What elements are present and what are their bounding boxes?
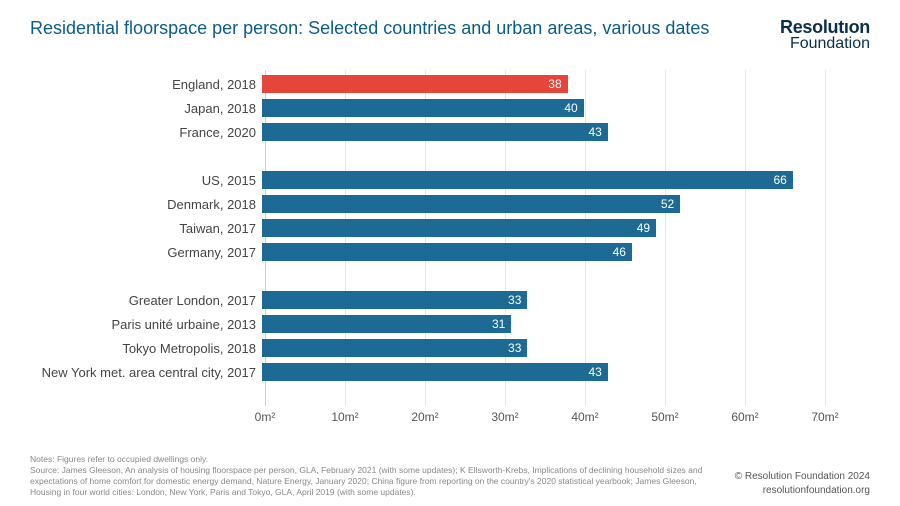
- x-tick-label: 10m²: [331, 410, 358, 424]
- bar-value: 38: [548, 77, 561, 91]
- bar-track: 43: [262, 362, 825, 382]
- bar-fill: 40: [262, 99, 584, 117]
- bar-track: 52: [262, 194, 825, 214]
- bar-label: Taiwan, 2017: [30, 221, 262, 236]
- bar-track: 33: [262, 290, 825, 310]
- copyright-text: © Resolution Foundation 2024: [735, 470, 870, 484]
- bar-track: 46: [262, 242, 825, 262]
- bar-track: 33: [262, 338, 825, 358]
- x-tick-label: 40m²: [571, 410, 598, 424]
- bar-row: Japan, 2018 40: [30, 98, 825, 118]
- bar-value: 43: [588, 365, 601, 379]
- bar-value: 43: [588, 125, 601, 139]
- footer-notes: Notes: Figures refer to occupied dwellin…: [30, 454, 715, 498]
- bars-container: England, 2018 38 Japan, 2018 40 France, 2020…: [30, 70, 825, 406]
- copyright-url: resolutionfoundation.org: [735, 484, 870, 498]
- source-text: James Gleeson, An analysis of housing fl…: [30, 465, 702, 497]
- bar-fill: 43: [262, 123, 608, 141]
- bar-label: US, 2015: [30, 173, 262, 188]
- bar-label: Paris unité urbaine, 2013: [30, 317, 262, 332]
- bar-row: Paris unité urbaine, 2013 31: [30, 314, 825, 334]
- bar-value: 33: [508, 341, 521, 355]
- bar-label: Japan, 2018: [30, 101, 262, 116]
- x-tick-label: 20m²: [411, 410, 438, 424]
- bar-fill: 33: [262, 291, 527, 309]
- bar-value: 49: [637, 221, 650, 235]
- bar-row: New York met. area central city, 2017 43: [30, 362, 825, 382]
- bar-track: 40: [262, 98, 825, 118]
- bar-label: Greater London, 2017: [30, 293, 262, 308]
- bar-track: 43: [262, 122, 825, 142]
- x-axis-labels: 0m²10m²20m²30m²40m²50m²60m²70m²: [265, 410, 825, 430]
- bar-row: Taiwan, 2017 49: [30, 218, 825, 238]
- chart-title: Residential floorspace per person: Selec…: [30, 18, 709, 39]
- logo-wordmark-bottom: Foundation: [780, 36, 870, 52]
- bar-row: England, 2018 38: [30, 74, 825, 94]
- x-tick-label: 70m²: [811, 410, 838, 424]
- bar-fill: 52: [262, 195, 680, 213]
- footer: Notes: Figures refer to occupied dwellin…: [30, 454, 870, 498]
- bar-row: France, 2020 43: [30, 122, 825, 142]
- x-tick-label: 60m²: [731, 410, 758, 424]
- bar-track: 38: [262, 74, 825, 94]
- notes-label: Notes:: [30, 454, 55, 464]
- bar-row: Germany, 2017 46: [30, 242, 825, 262]
- bar-track: 31: [262, 314, 825, 334]
- logo: Resolutıon Foundation: [780, 18, 870, 52]
- bar-row: Greater London, 2017 33: [30, 290, 825, 310]
- bar-value: 33: [508, 293, 521, 307]
- bar-fill: 43: [262, 363, 608, 381]
- grid-line: [825, 70, 826, 406]
- bar-value: 66: [773, 173, 786, 187]
- bar-value: 46: [613, 245, 626, 259]
- bar-row: US, 2015 66: [30, 170, 825, 190]
- bar-label: Denmark, 2018: [30, 197, 262, 212]
- header: Residential floorspace per person: Selec…: [0, 0, 900, 62]
- logo-wordmark-top: Resolutıon: [780, 18, 870, 36]
- bar-label: France, 2020: [30, 125, 262, 140]
- x-tick-label: 0m²: [255, 410, 276, 424]
- notes-text: Figures refer to occupied dwellings only…: [57, 454, 208, 464]
- x-tick-label: 50m²: [651, 410, 678, 424]
- bar-fill: 33: [262, 339, 527, 357]
- bar-fill: 49: [262, 219, 656, 237]
- bar-fill: 31: [262, 315, 511, 333]
- bar-label: Germany, 2017: [30, 245, 262, 260]
- bar-track: 49: [262, 218, 825, 238]
- chart-area: England, 2018 38 Japan, 2018 40 France, 2020…: [30, 70, 870, 430]
- bar-row: Tokyo Metropolis, 2018 33: [30, 338, 825, 358]
- bar-label: England, 2018: [30, 77, 262, 92]
- bar-label: Tokyo Metropolis, 2018: [30, 341, 262, 356]
- footer-copyright: © Resolution Foundation 2024 resolutionf…: [735, 470, 870, 498]
- bar-value: 52: [661, 197, 674, 211]
- bar-value: 40: [564, 101, 577, 115]
- bar-row: Denmark, 2018 52: [30, 194, 825, 214]
- bar-value: 31: [492, 317, 505, 331]
- x-tick-label: 30m²: [491, 410, 518, 424]
- bar-track: 66: [262, 170, 825, 190]
- bar-fill: 46: [262, 243, 632, 261]
- bar-fill: 66: [262, 171, 793, 189]
- bar-label: New York met. area central city, 2017: [30, 365, 262, 380]
- bar-fill: 38: [262, 75, 568, 93]
- source-label: Source:: [30, 465, 59, 475]
